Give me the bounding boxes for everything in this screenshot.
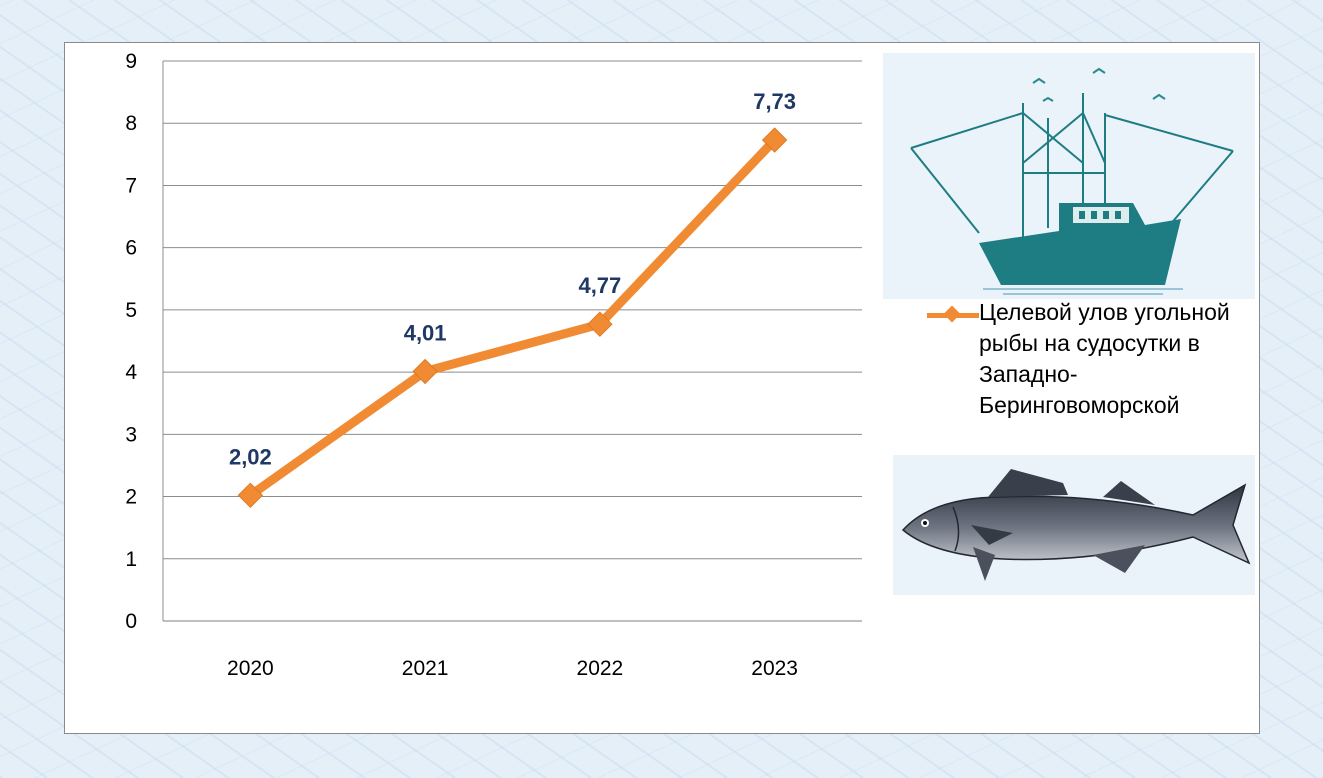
x-axis: 2020 2021 2022 2023	[227, 657, 798, 680]
legend: Целевой улов угольной рыбы на судосутки …	[927, 297, 1257, 421]
line-chart: 0 1 2 3 4 5 6 7 8 9 2020 2021 2022 2023 2,02 4,01 4,77…	[125, 50, 862, 680]
gridlines	[163, 60, 862, 622]
data-label: 2,02	[229, 444, 272, 469]
x-tick-label: 2021	[402, 657, 449, 680]
y-tick-label: 9	[125, 50, 137, 73]
y-axis: 0 1 2 3 4 5 6 7 8 9	[125, 50, 164, 633]
x-tick-label: 2020	[227, 657, 274, 680]
y-tick-label: 0	[125, 610, 137, 633]
y-tick-label: 2	[125, 486, 137, 509]
data-point-marker	[761, 127, 788, 153]
data-point-marker	[412, 358, 438, 385]
y-tick-label: 6	[125, 237, 137, 260]
sablefish-icon	[893, 455, 1255, 595]
legend-line-marker	[927, 297, 979, 331]
data-point-marker	[587, 311, 613, 337]
series-line-path	[245, 135, 780, 500]
series-line	[237, 127, 788, 509]
y-tick-label: 5	[125, 299, 137, 322]
data-label: 4,01	[404, 320, 447, 345]
data-label: 7,73	[753, 89, 796, 114]
y-tick-label: 7	[125, 174, 137, 197]
legend-label: Целевой улов угольной рыбы на судосутки …	[979, 299, 1230, 418]
x-tick-label: 2022	[577, 657, 624, 680]
y-tick-label: 3	[125, 423, 137, 446]
y-tick-label: 1	[125, 548, 137, 571]
data-labels: 2,02 4,01 4,77 7,73	[229, 89, 796, 469]
data-point-marker	[237, 482, 264, 509]
chart-frame: 0 1 2 3 4 5 6 7 8 9 2020 2021 2022 2023 2,02 4,01 4,77…	[64, 42, 1260, 734]
fishing-trawler-icon	[883, 53, 1255, 299]
y-tick-label: 4	[125, 361, 137, 384]
data-label: 4,77	[578, 273, 621, 298]
x-tick-label: 2023	[751, 657, 798, 680]
y-tick-label: 8	[125, 112, 137, 135]
